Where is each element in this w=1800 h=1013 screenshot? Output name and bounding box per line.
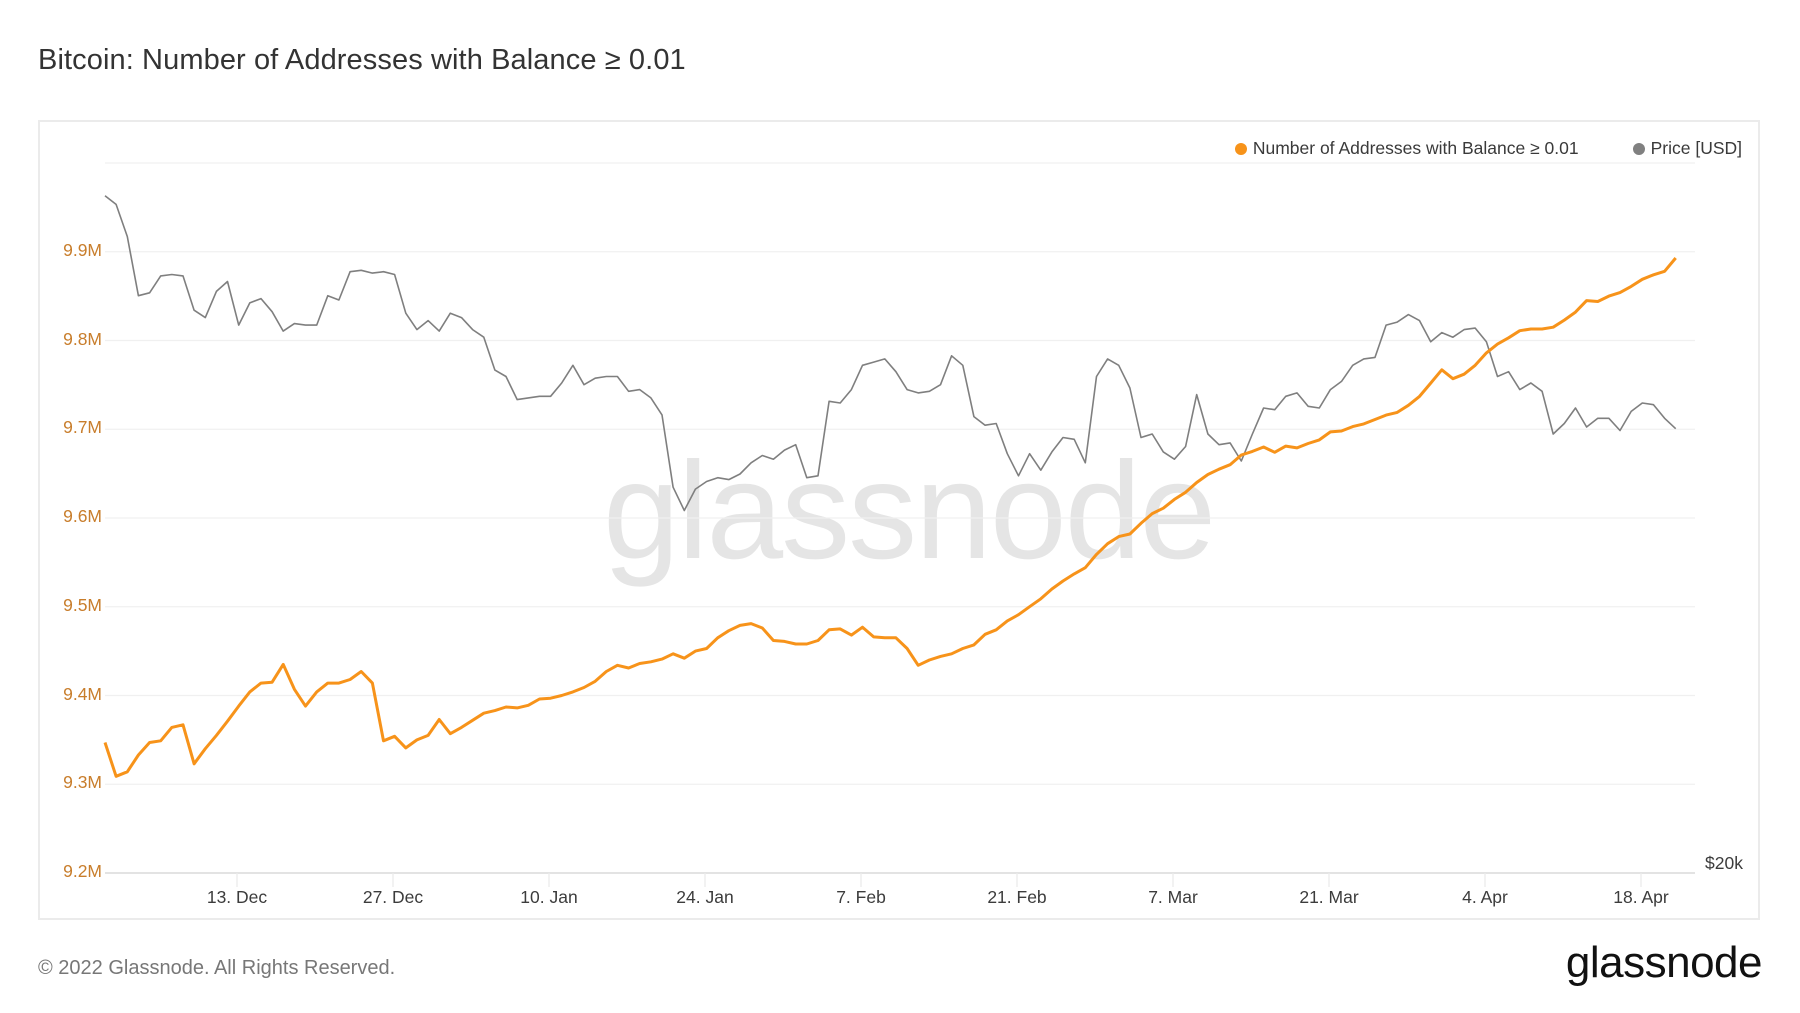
y-tick-label: 9.5M xyxy=(63,594,102,615)
x-tick-label: 7. Feb xyxy=(836,887,886,907)
chart-title: Bitcoin: Number of Addresses with Balanc… xyxy=(38,44,686,76)
legend-item-addresses[interactable]: Number of Addresses with Balance ≥ 0.01 xyxy=(1234,138,1579,159)
y-tick-label: 9.6M xyxy=(63,506,102,526)
watermark-logo: glassnode xyxy=(603,434,1216,588)
gridlines xyxy=(105,162,1695,874)
x-tick-label: 13. Dec xyxy=(206,887,268,907)
chart-container xyxy=(38,120,1760,920)
legend: Number of Addresses with Balance ≥ 0.01 … xyxy=(1234,138,1742,159)
y-tick-label: 9.2M xyxy=(63,861,102,881)
legend-label-price: Price [USD] xyxy=(1650,138,1742,158)
x-axis-ticks xyxy=(236,873,1642,887)
x-tick-label: 18. Apr xyxy=(1613,887,1669,907)
y-tick-label: 9.9M xyxy=(63,239,102,260)
x-tick-label: 24. Jan xyxy=(676,887,734,907)
x-tick-label: 21. Feb xyxy=(987,887,1047,907)
x-tick-label: 27. Dec xyxy=(362,887,424,907)
gray-dot-icon xyxy=(1632,142,1645,155)
y2-axis-label: $20k xyxy=(1705,853,1743,873)
y-tick-label: 9.8M xyxy=(63,328,102,349)
y-tick-label: 9.3M xyxy=(63,772,102,793)
x-tick-label: 4. Apr xyxy=(1462,887,1508,907)
x-tick-label: 21. Mar xyxy=(1299,887,1359,907)
glassnode-logo[interactable]: glassnode xyxy=(1565,938,1763,987)
x-tick-label: 10. Jan xyxy=(520,887,578,907)
legend-item-price[interactable]: Price [USD] xyxy=(1632,138,1742,159)
legend-label-addresses: Number of Addresses with Balance ≥ 0.01 xyxy=(1252,138,1579,158)
orange-dot-icon xyxy=(1234,142,1247,155)
x-tick-label: 7. Mar xyxy=(1148,887,1198,907)
price-line xyxy=(104,195,1677,512)
y-tick-label: 9.4M xyxy=(63,683,102,704)
addresses-line xyxy=(103,257,1677,778)
y-tick-label: 9.7M xyxy=(63,417,102,438)
copyright-text: © 2022 Glassnode. All Rights Reserved. xyxy=(38,957,396,979)
